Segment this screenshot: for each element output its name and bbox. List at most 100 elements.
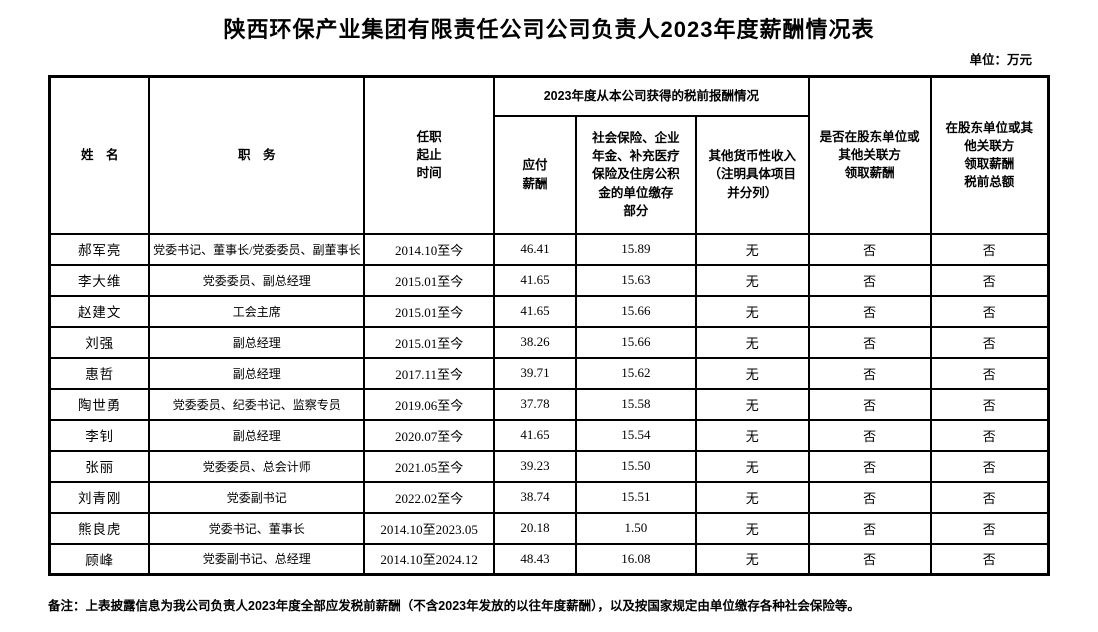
header-row-sub: 应付 薪酬 社会保险、企业 年金、补充医疗 保险及住房公积 金的单位缴存 部分 … (50, 114, 1049, 235)
cell-position: 党委副书记 (148, 480, 366, 514)
cell-tenure: 2014.10至2023.05 (363, 511, 496, 545)
cell-name: 熊良虎 (48, 511, 151, 545)
cell-social-insurance: 15.50 (574, 449, 697, 483)
cell-social-insurance: 15.89 (574, 232, 697, 266)
cell-name: 刘青刚 (48, 480, 151, 514)
unit-label-wrap: 单位：万元 (48, 49, 1050, 68)
cell-payable-salary: 48.43 (493, 542, 577, 576)
cell-name: 刘强 (48, 325, 151, 359)
cell-tenure: 2022.02至今 (363, 480, 496, 514)
cell-position: 党委委员、副总经理 (148, 263, 366, 297)
cell-payable-salary: 41.65 (493, 263, 577, 297)
cell-position: 党委副书记、总经理 (148, 542, 366, 576)
cell-shareholder-paid: 否 (807, 449, 932, 483)
cell-name: 赵建文 (48, 294, 151, 328)
cell-position: 党委书记、董事长 (148, 511, 366, 545)
cell-shareholder-paid: 否 (807, 294, 932, 328)
cell-shareholder-paid: 否 (807, 325, 932, 359)
col-header-pretax-group: 2023年度从本公司获得的税前报酬情况 (493, 75, 810, 117)
cell-payable-salary: 20.18 (493, 511, 577, 545)
cell-tenure: 2015.01至今 (363, 263, 496, 297)
table-row: 熊良虎 党委书记、董事长 2014.10至2023.05 20.18 1.50 无否否 (48, 511, 1050, 545)
col-header-position: 职 务 (148, 75, 366, 235)
cell-tenure: 2015.01至今 (363, 325, 496, 359)
col-header-shareholder-pretax-total: 在股东单位或其 他关联方 领取薪酬 税前总额 (929, 75, 1050, 235)
cell-other-income: 无 (694, 387, 810, 421)
table-row: 郝军亮 党委书记、董事长/党委委员、副董事长 2014.10至今 46.41 15.89… (48, 232, 1050, 266)
cell-social-insurance: 15.58 (574, 387, 697, 421)
table-row: 陶世勇 党委委员、纪委书记、监察专员 2019.06至今 37.78 15.58 无否否 (48, 387, 1050, 421)
cell-payable-salary: 41.65 (493, 418, 577, 452)
cell-name: 顾峰 (48, 542, 151, 576)
cell-position: 副总经理 (148, 356, 366, 390)
cell-name: 惠哲 (48, 356, 151, 390)
cell-name: 郝军亮 (48, 232, 151, 266)
col-header-social-insurance: 社会保险、企业 年金、补充医疗 保险及住房公积 金的单位缴存 部分 (574, 114, 697, 235)
cell-shareholder-paid: 否 (807, 387, 932, 421)
cell-social-insurance: 15.62 (574, 356, 697, 390)
cell-tenure: 2015.01至今 (363, 294, 496, 328)
cell-shareholder-pretax-total: 否 (929, 263, 1050, 297)
cell-other-income: 无 (694, 480, 810, 514)
cell-position: 党委书记、董事长/党委委员、副董事长 (148, 232, 366, 266)
header-row-group: 姓 名 职 务 任职 起止 时间 2023年度从本公司获得的税前报酬情况 是否在… (48, 75, 1050, 235)
cell-social-insurance: 16.08 (574, 542, 697, 576)
cell-shareholder-pretax-total: 否 (929, 542, 1050, 576)
cell-position: 党委委员、总会计师 (148, 449, 366, 483)
col-header-tenure: 任职 起止 时间 (363, 75, 496, 235)
cell-shareholder-paid: 否 (807, 480, 932, 514)
cell-position: 工会主席 (148, 294, 366, 328)
table-body: 郝军亮 党委书记、董事长/党委委员、副董事长 2014.10至今 46.41 15.89… (48, 232, 1050, 576)
cell-payable-salary: 39.71 (493, 356, 577, 390)
cell-other-income: 无 (694, 542, 810, 576)
cell-other-income: 无 (694, 356, 810, 390)
cell-tenure: 2014.10至2024.12 (363, 542, 496, 576)
cell-payable-salary: 38.26 (493, 325, 577, 359)
cell-payable-salary: 46.41 (493, 232, 577, 266)
cell-shareholder-pretax-total: 否 (929, 232, 1050, 266)
cell-tenure: 2014.10至今 (363, 232, 496, 266)
cell-shareholder-paid: 否 (807, 356, 932, 390)
table-row: 刘青刚 党委副书记 2022.02至今 38.74 15.51 无否否 (48, 480, 1050, 514)
cell-tenure: 2019.06至今 (363, 387, 496, 421)
cell-shareholder-paid: 否 (807, 542, 932, 576)
col-header-other-income: 其他货币性收入 （注明具体项目 并分列） (694, 114, 810, 235)
cell-shareholder-pretax-total: 否 (929, 387, 1050, 421)
cell-other-income: 无 (694, 232, 810, 266)
table-row: 刘强 副总经理 2015.01至今 38.26 15.66 无否否 (48, 325, 1050, 359)
cell-tenure: 2020.07至今 (363, 418, 496, 452)
cell-tenure: 2017.11至今 (363, 356, 496, 390)
table-row: 顾峰 党委副书记、总经理 2014.10至2024.12 48.43 16.08 无否否 (48, 542, 1050, 576)
cell-position: 党委委员、纪委书记、监察专员 (148, 387, 366, 421)
page-title: 陕西环保产业集团有限责任公司公司负责人2023年度薪酬情况表 (223, 17, 875, 42)
col-header-payable-salary: 应付 薪酬 (493, 114, 577, 235)
cell-shareholder-paid: 否 (807, 511, 932, 545)
unit-label: 单位：万元 (969, 53, 1032, 67)
cell-payable-salary: 41.65 (493, 294, 577, 328)
cell-name: 陶世勇 (48, 387, 151, 421)
table-row: 张丽 党委委员、总会计师 2021.05至今 39.23 15.50 无否否 (48, 449, 1050, 483)
col-header-shareholder-paid: 是否在股东单位或 其他关联方 领取薪酬 (807, 75, 932, 235)
cell-shareholder-paid: 否 (807, 232, 932, 266)
cell-shareholder-pretax-total: 否 (929, 325, 1050, 359)
cell-shareholder-pretax-total: 否 (929, 356, 1050, 390)
cell-other-income: 无 (694, 449, 810, 483)
cell-shareholder-pretax-total: 否 (929, 480, 1050, 514)
col-header-name: 姓 名 (48, 75, 151, 235)
cell-social-insurance: 15.66 (574, 294, 697, 328)
cell-payable-salary: 37.78 (493, 387, 577, 421)
cell-social-insurance: 15.66 (574, 325, 697, 359)
cell-payable-salary: 39.23 (493, 449, 577, 483)
cell-shareholder-pretax-total: 否 (929, 294, 1050, 328)
table-header: 姓 名 职 务 任职 起止 时间 2023年度从本公司获得的税前报酬情况 是否在… (48, 75, 1050, 235)
cell-position: 副总经理 (148, 325, 366, 359)
cell-other-income: 无 (694, 418, 810, 452)
cell-other-income: 无 (694, 325, 810, 359)
cell-payable-salary: 38.74 (493, 480, 577, 514)
table-row: 李钊 副总经理 2020.07至今 41.65 15.54 无否否 (48, 418, 1050, 452)
cell-other-income: 无 (694, 294, 810, 328)
cell-shareholder-pretax-total: 否 (929, 449, 1050, 483)
cell-social-insurance: 15.51 (574, 480, 697, 514)
cell-shareholder-paid: 否 (807, 418, 932, 452)
